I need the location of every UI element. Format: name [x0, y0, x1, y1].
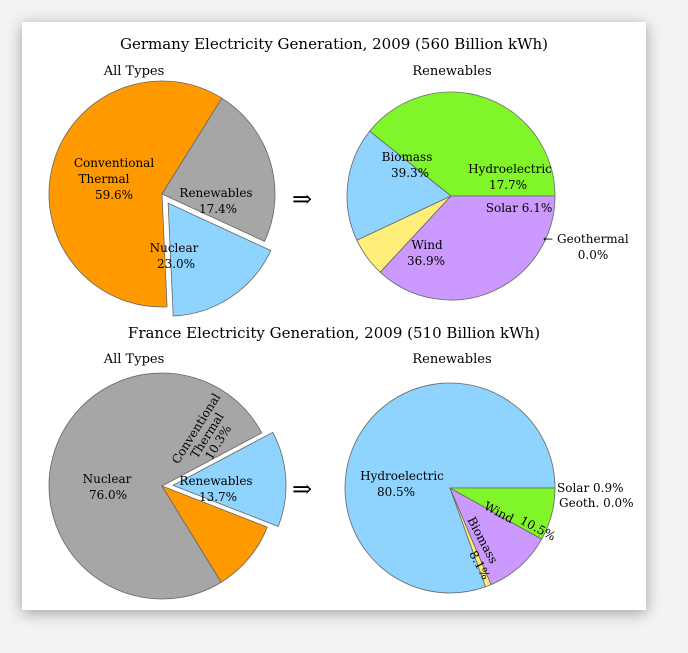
- de-geothermal-label: Geothermal: [557, 232, 629, 246]
- de-biomass-pct: 39.3%: [391, 166, 429, 180]
- de-hydro-label: Hydroelectric: [468, 162, 552, 176]
- de-solar-label: Solar 6.1%: [486, 201, 552, 215]
- france-renewables-subtitle: Renewables: [412, 352, 491, 367]
- fr-hydro-label: Hydroelectric: [360, 469, 444, 483]
- de-wind-label: Wind: [411, 238, 443, 252]
- germany-all-slice-nuclear: [161, 97, 276, 242]
- de-hydro-pct: 17.7%: [489, 178, 527, 192]
- france-ren-slice-biomass: [449, 487, 556, 540]
- germany-title: Germany Electricity Generation, 2009 (56…: [120, 35, 548, 53]
- germany-all-slice-renewables: [167, 202, 272, 317]
- de-renewables-label: Renewables: [179, 186, 252, 200]
- fr-geoth-label: Geoth. 0.0%: [559, 496, 634, 510]
- france-ren-slice-wind: [449, 487, 543, 586]
- de-thermal-pct: 59.6%: [95, 188, 133, 202]
- france-title: France Electricity Generation, 2009 (510…: [128, 324, 540, 342]
- france-arrow: ⇒: [292, 475, 312, 503]
- de-renewables-pct: 17.4%: [199, 202, 237, 216]
- fr-renewables-pct: 13.7%: [199, 490, 237, 504]
- fr-nuclear-label: Nuclear: [83, 472, 132, 486]
- de-biomass-label: Biomass: [382, 150, 433, 164]
- pie-slices: [48, 80, 556, 600]
- de-wind-pct: 36.9%: [407, 254, 445, 268]
- fr-hydro-pct: 80.5%: [377, 485, 415, 499]
- pie-charts-figure: Germany Electricity Generation, 2009 (56…: [48, 35, 634, 600]
- germany-all-slice-conventional-thermal: [48, 80, 223, 308]
- france-all-slice-nuclear: [48, 372, 263, 600]
- germany-renewables-subtitle: Renewables: [412, 64, 491, 79]
- de-nuclear-pct: 23.0%: [157, 257, 195, 271]
- de-thermal-label-2: Thermal: [79, 172, 130, 186]
- de-geothermal-pct: 0.0%: [578, 248, 609, 262]
- france-all-types-subtitle: All Types: [103, 352, 165, 367]
- france-all-slice-conventional-thermal: [161, 485, 268, 583]
- germany-ren-slice-wind: [379, 195, 556, 301]
- germany-all-types-subtitle: All Types: [103, 64, 165, 79]
- figure-card: Germany Electricity Generation, 2009 (56…: [22, 22, 646, 610]
- germany-arrow: ⇒: [292, 185, 312, 213]
- fr-renewables-label: Renewables: [179, 474, 252, 488]
- fr-solar-label: Solar 0.9%: [557, 481, 623, 495]
- de-thermal-label-1: Conventional: [74, 156, 155, 170]
- de-nuclear-label: Nuclear: [150, 241, 199, 255]
- de-geothermal-arrow: ←: [543, 232, 553, 246]
- germany-ren-slice-biomass: [369, 91, 556, 197]
- germany-ren-slice-hydroelectric: [346, 130, 452, 241]
- fr-nuclear-pct: 76.0%: [89, 488, 127, 502]
- france-all-slice-renewables: [172, 431, 287, 527]
